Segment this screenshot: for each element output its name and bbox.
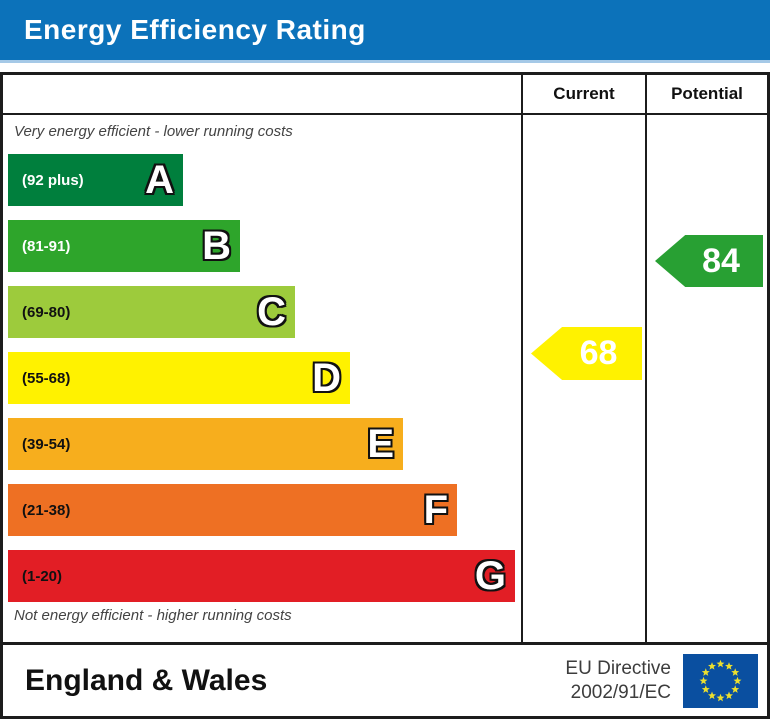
eu-directive-label: EU Directive 2002/91/EC (565, 657, 671, 705)
band-e-letter: E (367, 422, 394, 466)
rating-bands: (92 plus) A (81-91) B (69-80) C (55-68) … (8, 154, 515, 616)
band-f: (21-38) F (8, 484, 457, 536)
band-a-letter: A (145, 158, 174, 202)
band-c: (69-80) C (8, 286, 295, 338)
band-f-letter: F (423, 488, 448, 532)
band-e: (39-54) E (8, 418, 403, 470)
band-g: (1-20) G (8, 550, 515, 602)
table-body: Very energy efficient - lower running co… (3, 115, 767, 642)
title-bar: Energy Efficiency Rating (0, 0, 770, 63)
bottom-note: Not energy efficient - higher running co… (14, 607, 292, 624)
band-a-range: (92 plus) (22, 171, 84, 189)
band-d-range: (55-68) (22, 369, 71, 387)
region-label: England & Wales (25, 663, 268, 697)
current-column: 68 (521, 115, 645, 642)
current-rating-arrow: 68 (531, 327, 642, 380)
column-header-current: Current (521, 75, 645, 113)
current-rating-value: 68 (579, 334, 618, 372)
eu-directive-line1: EU Directive (565, 657, 671, 679)
eu-directive-line2: 2002/91/EC (570, 681, 671, 703)
epc-table: Current Potential Very energy efficient … (0, 72, 770, 719)
table-header-row: Current Potential (3, 75, 767, 115)
column-header-potential: Potential (645, 75, 767, 113)
top-note: Very energy efficient - lower running co… (14, 123, 293, 140)
band-a: (92 plus) A (8, 154, 183, 206)
band-g-letter: G (474, 554, 506, 598)
eu-flag-icon (683, 653, 758, 708)
band-b-range: (81-91) (22, 237, 71, 255)
band-b: (81-91) B (8, 220, 240, 272)
potential-rating-value: 84 (702, 241, 740, 280)
band-f-range: (21-38) (22, 501, 71, 519)
band-g-range: (1-20) (22, 567, 63, 585)
potential-rating-arrow: 84 (655, 235, 763, 287)
footer: England & Wales EU Directive 2002/91/EC (3, 642, 767, 716)
band-c-range: (69-80) (22, 303, 71, 321)
band-d-letter: D (312, 356, 341, 400)
potential-column: 84 (645, 115, 767, 642)
header-spacer (3, 75, 521, 113)
band-d: (55-68) D (8, 352, 350, 404)
band-e-range: (39-54) (22, 435, 71, 453)
band-c-letter: C (257, 290, 286, 334)
band-b-letter: B (202, 224, 231, 268)
rating-scale-area: Very energy efficient - lower running co… (3, 115, 521, 642)
page-title: Energy Efficiency Rating (24, 14, 366, 45)
